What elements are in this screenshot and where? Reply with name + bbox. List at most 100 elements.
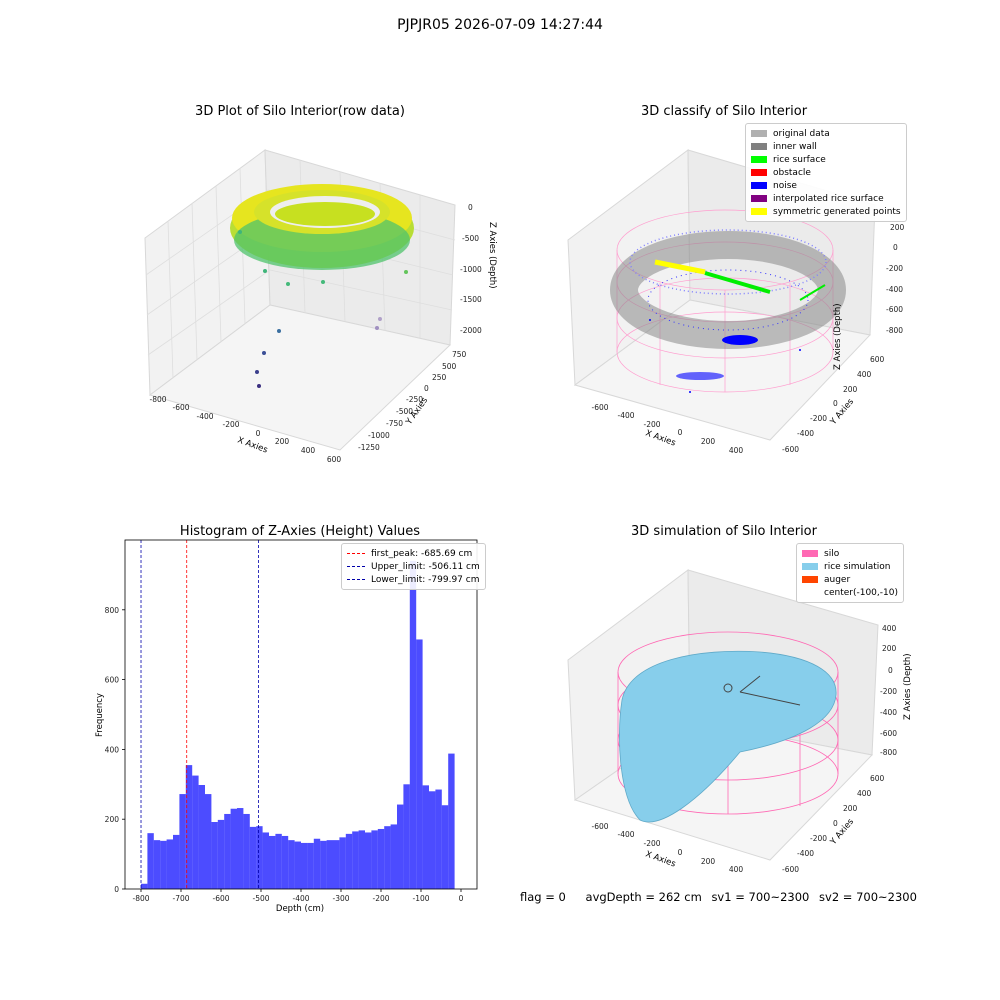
svg-text:-200: -200: [643, 420, 660, 429]
y-tick-label: 400: [105, 745, 120, 754]
legend-noise: noise: [751, 179, 901, 192]
svg-text:200: 200: [275, 437, 290, 446]
svg-text:0: 0: [424, 384, 429, 393]
svg-text:-600: -600: [172, 403, 189, 412]
svg-text:-1000: -1000: [460, 265, 482, 274]
histogram-bar: [384, 826, 391, 889]
svg-text:-400: -400: [617, 411, 634, 420]
histogram-bar: [313, 838, 321, 889]
legend-lower-limit: Lower_limit: -799.97 cm: [347, 573, 480, 586]
classify-plot-title: 3D classify of Silo Interior: [640, 104, 808, 119]
legend-first-peak: first_peak: -685.69 cm: [347, 547, 480, 560]
svg-text:400: 400: [729, 446, 744, 455]
histogram-bar: [345, 833, 353, 889]
svg-text:-400: -400: [617, 830, 634, 839]
legend-silo: silo: [802, 547, 898, 560]
svg-text:-600: -600: [886, 305, 903, 314]
simulation-legend: silo rice simulation auger center(-100,-…: [796, 543, 904, 603]
histogram-bar: [224, 813, 231, 889]
svg-text:200: 200: [882, 644, 897, 653]
classify-x-axis-label: X Axies: [644, 428, 677, 448]
histogram-bar: [275, 833, 282, 889]
histogram-bar: [416, 639, 423, 889]
classify-x-tick-labels: -600 -400 -200 0 200 400: [591, 403, 743, 455]
histogram-bar: [141, 883, 148, 889]
histogram-bar: [409, 560, 417, 889]
legend-upper-limit: Upper_limit: -506.11 cm: [347, 560, 480, 573]
x-tick-label: -100: [412, 894, 429, 903]
simulation-3d-plot[interactable]: -600 -400 -200 0 200 400 X Axies 600 400…: [565, 560, 920, 880]
svg-text:-600: -600: [782, 445, 799, 454]
histogram-y-ticks: 0 200 400 600 800: [105, 606, 125, 894]
svg-text:-500: -500: [462, 234, 479, 243]
simulation-z-tick-labels: 400 200 0 -200 -400 -600 -800: [880, 624, 897, 757]
y-tick-label: 800: [105, 606, 120, 615]
simulation-x-tick-labels: -600 -400 -200 0 200 400: [591, 822, 743, 874]
svg-text:500: 500: [442, 362, 457, 371]
simulation-auger: [723, 675, 801, 706]
x-tick-label: -200: [372, 894, 389, 903]
svg-text:-600: -600: [591, 822, 608, 831]
histogram-bar: [352, 831, 359, 889]
svg-text:0: 0: [893, 243, 898, 252]
legend-interpolated-rice-surface: interpolated rice surface: [751, 192, 901, 205]
histogram-bar: [307, 842, 314, 889]
histogram-bar: [179, 794, 186, 889]
svg-text:0: 0: [468, 203, 473, 212]
histogram-bar: [358, 830, 365, 889]
svg-text:-800: -800: [886, 326, 903, 335]
svg-text:-2000: -2000: [460, 326, 482, 335]
histogram-legend: first_peak: -685.69 cm Upper_limit: -506…: [341, 543, 486, 590]
svg-text:600: 600: [870, 355, 885, 364]
svg-text:0: 0: [678, 848, 683, 857]
svg-text:-600: -600: [591, 403, 608, 412]
y-tick-label: 200: [105, 815, 120, 824]
svg-text:-200: -200: [880, 687, 897, 696]
histogram-x-ticks: -800 -700 -600 -500 -400 -300 -200 -100 0: [132, 889, 464, 903]
svg-text:-200: -200: [222, 420, 239, 429]
svg-text:200: 200: [701, 437, 716, 446]
svg-text:0: 0: [833, 399, 838, 408]
svg-text:400: 400: [729, 865, 744, 874]
x-tick-label: -400: [292, 894, 309, 903]
histogram-bar: [365, 832, 372, 889]
svg-text:-750: -750: [386, 419, 403, 428]
sv2-text: sv2 = 700~2300: [819, 890, 917, 904]
svg-text:-200: -200: [643, 839, 660, 848]
raw-3d-plot[interactable]: -800 -600 -400 -200 0 200 400 600 X Axie…: [140, 140, 500, 480]
svg-text:-1000: -1000: [368, 431, 390, 440]
raw-outlier-points: [238, 230, 408, 388]
histogram-bar: [160, 840, 167, 889]
depth-histogram[interactable]: -800 -700 -600 -500 -400 -300 -200 -100 0 0 200 40…: [80, 535, 500, 925]
histogram-bar: [429, 791, 436, 889]
svg-text:400: 400: [857, 789, 872, 798]
classify-rice-surface-points: [654, 259, 826, 301]
svg-text:200: 200: [890, 223, 905, 232]
histogram-bar: [198, 784, 205, 889]
simulation-y-tick-labels: 600 400 200 0 -200 -400 -600: [782, 774, 885, 874]
svg-text:-200: -200: [886, 264, 903, 273]
raw-z-tick-labels: 0 -500 -1000 -1500 -2000: [460, 203, 482, 335]
histogram-bar: [217, 819, 225, 889]
status-footer: flag = 0 avgDepth = 262 cm sv1 = 700~230…: [520, 890, 923, 904]
legend-obstacle: obstacle: [751, 166, 901, 179]
histogram-bar: [166, 839, 173, 889]
histogram-bar: [173, 834, 180, 889]
svg-text:-200: -200: [810, 834, 827, 843]
histogram-bar: [441, 805, 449, 889]
svg-text:-400: -400: [886, 285, 903, 294]
raw-x-tick-labels: -800 -600 -400 -200 0 200 400 600: [149, 395, 341, 464]
x-tick-label: -700: [172, 894, 189, 903]
histogram-bar: [237, 808, 244, 889]
raw-plot-title: 3D Plot of Silo Interior(row data): [195, 104, 405, 119]
histogram-bar: [211, 821, 218, 889]
histogram-bar: [281, 835, 289, 889]
histogram-y-axis-label: Frequency: [95, 693, 105, 737]
x-tick-label: -800: [132, 894, 149, 903]
simulation-plot-title: 3D simulation of Silo Interior: [631, 524, 817, 539]
svg-text:400: 400: [857, 370, 872, 379]
raw-x-axis-label: X Axies: [236, 435, 269, 455]
svg-text:-1500: -1500: [460, 295, 482, 304]
sv1-text: sv1 = 700~2300: [711, 890, 810, 904]
histogram-bar: [448, 753, 455, 889]
